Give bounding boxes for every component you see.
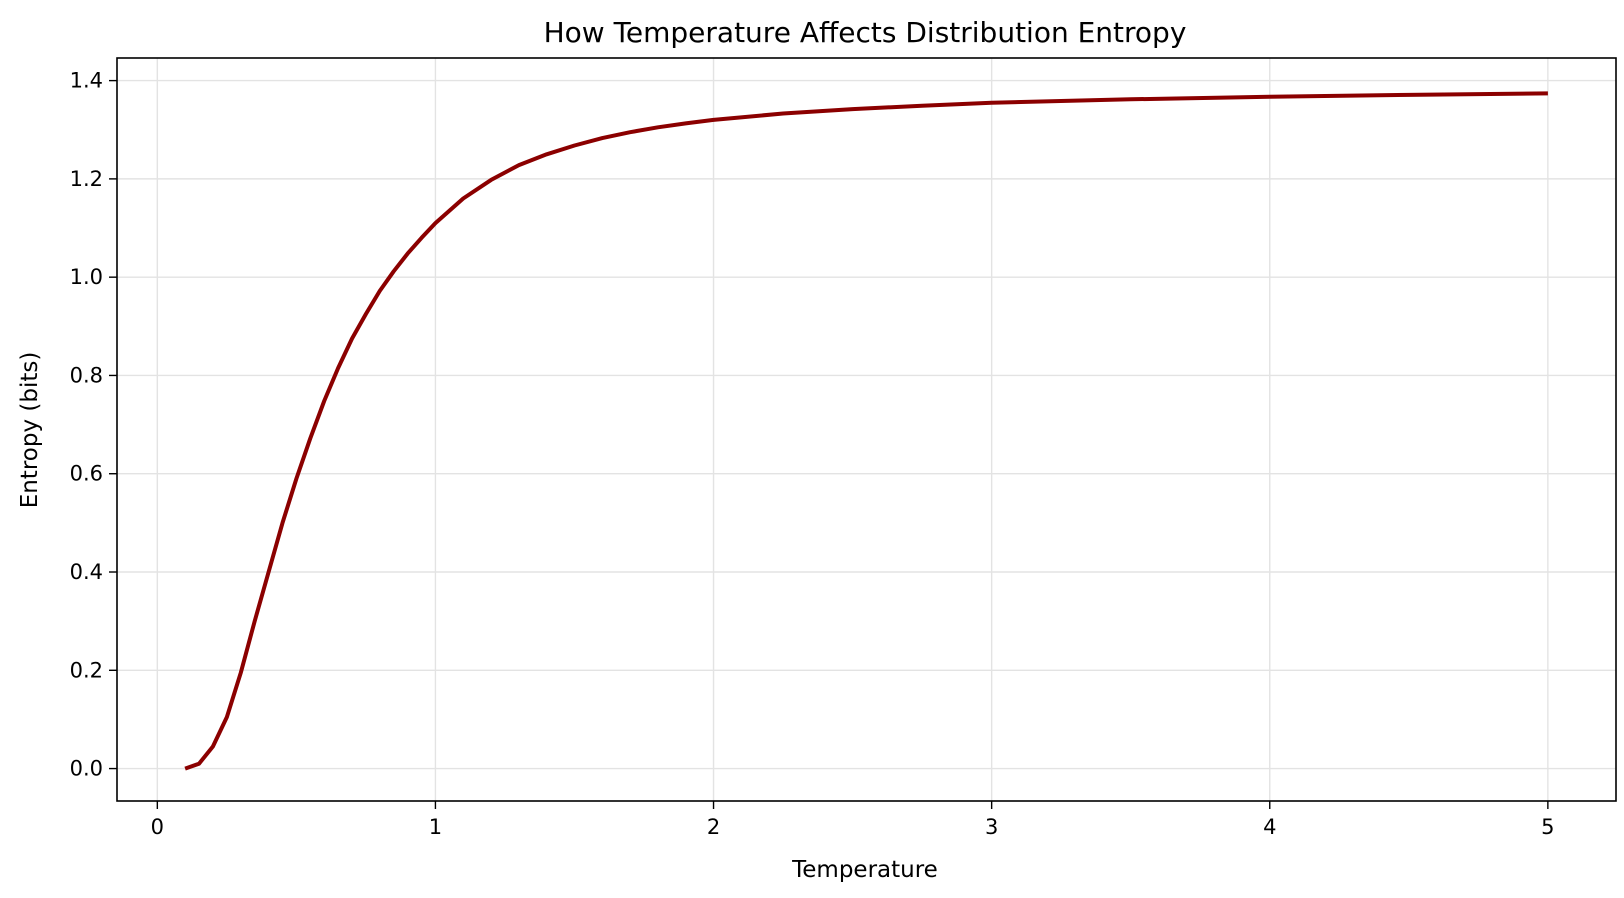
y-tick-label: 0.4 [70,560,103,584]
x-tick-label: 2 [707,815,720,839]
x-axis-label: Temperature [791,857,938,883]
y-tick-label: 1.0 [70,265,103,289]
y-tick-label: 0.8 [70,363,103,387]
plot-frame [116,57,1617,802]
series-layer [184,91,1548,771]
x-tick-label: 3 [985,815,998,839]
x-axis-ticks: 0 1 2 3 4 5 [151,801,1555,839]
y-tick-label: 0.2 [70,658,103,682]
chart-title: How Temperature Affects Distribution Ent… [544,16,1187,49]
y-tick-label: 1.4 [70,69,103,93]
x-tick-label: 1 [429,815,442,839]
y-tick-label: 0.0 [70,757,103,781]
x-tick-label: 4 [1263,815,1276,839]
x-tick-label: 5 [1541,815,1554,839]
y-axis-ticks: 0.0 0.2 0.4 0.6 0.8 1.0 1.2 1.4 [70,69,117,781]
x-tick-label: 0 [151,815,164,839]
grid [117,58,1616,801]
y-tick-label: 0.6 [70,462,103,486]
y-axis-label: Entropy (bits) [17,352,43,509]
entropy-series-line [184,91,1548,771]
y-tick-label: 1.2 [70,167,103,191]
